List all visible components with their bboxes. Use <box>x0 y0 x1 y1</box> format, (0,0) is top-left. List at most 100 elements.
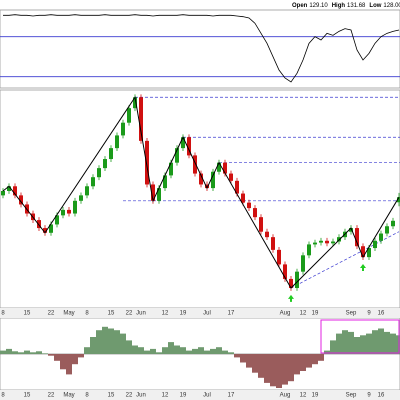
oscillator-bar <box>234 354 240 358</box>
oscillator-bar <box>78 354 84 358</box>
header-label: Low <box>369 3 381 9</box>
oscillator-bar <box>132 345 138 354</box>
oscillator-bar <box>276 354 282 388</box>
candle-body <box>103 159 107 169</box>
candle-body <box>271 237 275 250</box>
oscillator-bar <box>36 351 42 354</box>
candle-body <box>37 220 41 229</box>
oscillator-bar <box>240 354 246 363</box>
candle-body <box>259 217 263 232</box>
oscillator-bar <box>108 328 114 354</box>
candle-body <box>313 242 317 245</box>
x-tick-label: 16 <box>378 393 385 399</box>
oscillator-bar <box>72 354 78 365</box>
x-tick-label: Jun <box>136 393 146 399</box>
oscillator-bar <box>174 345 180 354</box>
candle-body <box>265 231 269 238</box>
oscillator-bar <box>0 350 6 354</box>
oscillator-bar <box>396 335 400 354</box>
candle-body <box>223 162 227 174</box>
x-tick-label: 8 <box>85 393 89 399</box>
candle-body <box>361 246 365 258</box>
candle-body <box>193 155 197 174</box>
oscillator-bar <box>378 328 384 354</box>
candle-body <box>295 271 299 289</box>
candle-body <box>247 202 251 209</box>
oscillator-bar <box>192 348 198 354</box>
oscillator-bar <box>216 347 222 354</box>
candle-body <box>307 244 311 256</box>
x-tick-label: Jul <box>203 393 211 399</box>
oscillator-bar <box>162 347 168 354</box>
oscillator-bar <box>156 352 162 354</box>
oscillator-bar <box>312 354 318 365</box>
candle-body <box>115 135 119 149</box>
oscillator-bar <box>180 347 186 354</box>
signal-arrow <box>288 294 294 302</box>
signal-arrow <box>360 264 366 272</box>
oscillator-bar <box>66 354 72 375</box>
candle-body <box>217 162 221 172</box>
oscillator-bar <box>288 354 294 382</box>
x-tick-label: 9 <box>367 311 371 317</box>
x-tick-label: 22 <box>126 393 133 399</box>
oscillator-bar <box>186 350 192 354</box>
oscillator-bar <box>114 330 120 354</box>
oscillator-bar <box>390 333 396 354</box>
x-tick-label: Jul <box>203 311 211 317</box>
x-tick-label: Aug <box>280 393 291 399</box>
candle-body <box>145 140 149 185</box>
x-tick-label: May <box>63 393 74 399</box>
indicator-line <box>3 14 400 83</box>
candle-body <box>205 184 209 189</box>
candle-body <box>277 249 281 265</box>
candle-body <box>175 148 179 163</box>
candle-body <box>337 237 341 242</box>
x-tick-label: 22 <box>48 311 55 317</box>
x-tick-label: 22 <box>126 311 133 317</box>
candle-body <box>355 228 359 247</box>
candle-body <box>127 108 131 123</box>
x-tick-label: 22 <box>48 393 55 399</box>
oscillator-bar <box>372 330 378 354</box>
candle-body <box>163 175 167 189</box>
candle-body <box>19 195 23 205</box>
header-label: High <box>332 3 346 9</box>
x-tick-label: 8 <box>85 311 89 317</box>
candle-body <box>181 137 185 149</box>
candle-body <box>325 240 329 244</box>
x-tick-label: 12 <box>162 393 169 399</box>
oscillator-bar <box>138 347 144 354</box>
oscillator-bar <box>18 352 24 354</box>
header-value: 131.68 <box>347 3 366 9</box>
header-value: 128.00 <box>383 3 400 9</box>
x-tick-label: 9 <box>367 393 371 399</box>
candle-body <box>43 228 47 233</box>
oscillator-bar <box>126 340 132 354</box>
x-tick-label: 12 <box>300 311 307 317</box>
oscillator-bar <box>360 335 366 354</box>
candle-body <box>199 173 203 185</box>
candle-body <box>331 241 335 244</box>
candle-body <box>235 180 239 194</box>
oscillator-bar <box>282 354 288 385</box>
candle-body <box>55 215 59 225</box>
candle-body <box>169 162 173 176</box>
candle-body <box>109 148 113 160</box>
x-tick-label: 17 <box>228 393 235 399</box>
oscillator-bar <box>84 347 90 354</box>
candle-body <box>79 195 83 201</box>
candle-body <box>139 97 143 141</box>
oscillator-bar <box>12 351 18 354</box>
candle-body <box>229 173 233 181</box>
candle-body <box>367 248 371 258</box>
candle-body <box>373 240 377 249</box>
oscillator-bar <box>24 350 30 354</box>
oscillator-bar <box>168 342 174 354</box>
oscillator-bar <box>342 330 348 354</box>
candle-body <box>157 188 161 201</box>
oscillator-bar <box>336 333 342 354</box>
oscillator-bar <box>90 337 96 354</box>
